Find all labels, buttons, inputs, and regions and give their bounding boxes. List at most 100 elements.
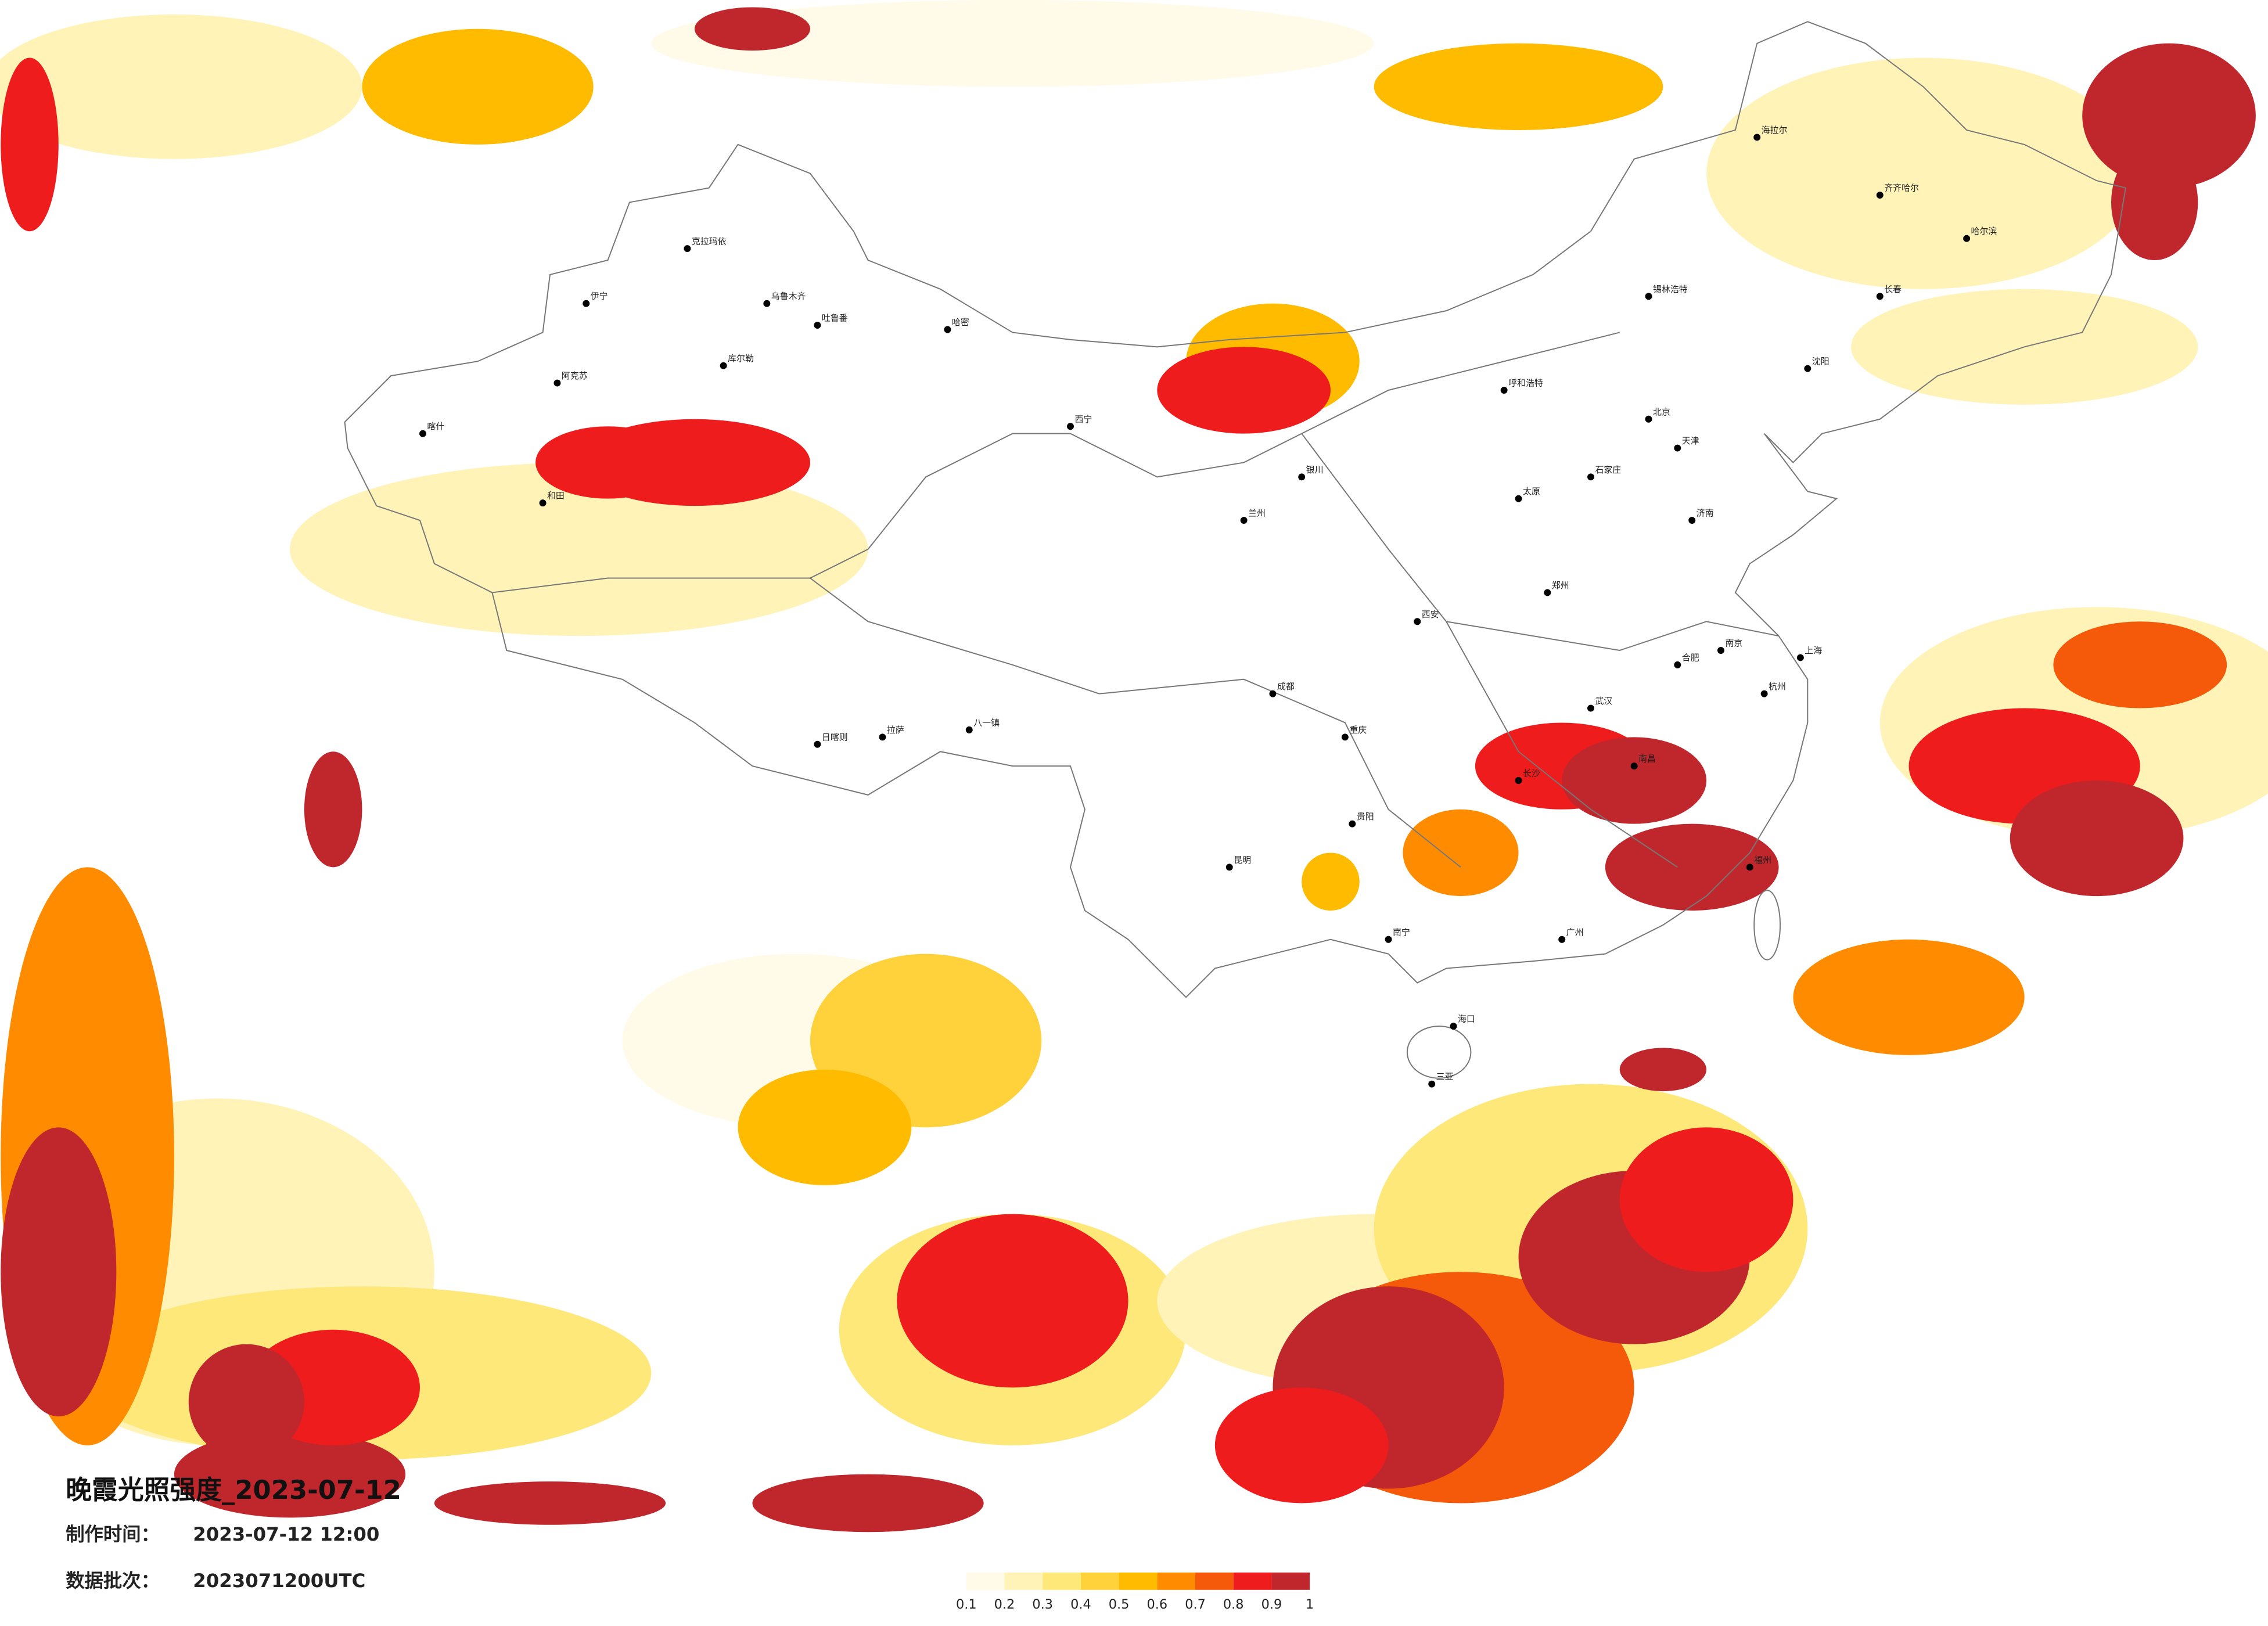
legend-tick-label: 0.3 xyxy=(1032,1597,1053,1612)
legend-swatch xyxy=(1157,1572,1196,1590)
heat-patch xyxy=(1605,823,1779,911)
city-dot xyxy=(1645,415,1652,423)
city-dot xyxy=(583,300,590,307)
batch-label: 数据批次： xyxy=(66,1570,160,1592)
city-label: 合肥 xyxy=(1682,652,1699,663)
city-label: 广州 xyxy=(1566,927,1584,937)
city-label: 昆明 xyxy=(1234,855,1251,865)
city-label: 西宁 xyxy=(1074,414,1092,425)
city-label: 锡林浩特 xyxy=(1653,284,1688,294)
city-label: 成都 xyxy=(1277,681,1295,692)
heat-patch xyxy=(188,1344,304,1460)
city-dot xyxy=(553,379,561,387)
city-dot xyxy=(1341,733,1349,741)
city-label: 重庆 xyxy=(1349,725,1367,735)
city-label: 喀什 xyxy=(427,421,444,431)
legend-swatch xyxy=(966,1572,1005,1590)
city-label: 长春 xyxy=(1884,284,1902,294)
legend: 0.1 0.2 0.3 0.4 0.5 0.6 0.7 0.8 0.9 1 xyxy=(956,1572,1314,1612)
city-label: 齐齐哈尔 xyxy=(1884,183,1919,193)
heat-patch xyxy=(2111,144,2198,260)
city-dot xyxy=(1674,444,1681,452)
city-dot xyxy=(1587,473,1594,481)
legend-tick-label: 0.5 xyxy=(1109,1597,1130,1612)
heat-patch xyxy=(1619,1048,1707,1092)
city-dot xyxy=(539,499,547,507)
legend-swatch xyxy=(1271,1572,1310,1590)
legend-tick-label: 0.1 xyxy=(956,1597,977,1612)
city-label: 石家庄 xyxy=(1595,465,1621,475)
made-time: 2023-07-12 12:00 xyxy=(193,1523,379,1545)
city-dot xyxy=(1876,192,1884,199)
heat-patch xyxy=(2010,780,2184,897)
city-label: 呼和浩特 xyxy=(1508,378,1543,388)
city-dot xyxy=(1558,936,1566,943)
city-label: 郑州 xyxy=(1552,580,1569,591)
city-dot xyxy=(1515,495,1522,502)
heat-patch xyxy=(1157,347,1331,434)
city-label: 海拉尔 xyxy=(1762,125,1788,135)
city-dot xyxy=(814,740,821,748)
heat-patch xyxy=(1619,1127,1793,1272)
city-dot xyxy=(1746,864,1753,871)
heat-patch xyxy=(738,1069,912,1185)
heat-patch xyxy=(1403,809,1519,897)
city-label: 南京 xyxy=(1725,638,1742,649)
heat-patch xyxy=(1562,737,1707,824)
city-dot xyxy=(814,322,821,329)
made-time-label: 制作时间： xyxy=(66,1523,160,1545)
city-label: 哈尔滨 xyxy=(1971,226,1997,236)
heat-patch xyxy=(752,1474,984,1533)
heat-patch xyxy=(651,0,1374,87)
city-dot xyxy=(419,430,426,437)
legend-swatch xyxy=(1233,1572,1272,1590)
heat-patch xyxy=(694,7,810,51)
city-dot xyxy=(1645,293,1652,300)
city-label: 沈阳 xyxy=(1812,356,1830,366)
city-dot xyxy=(1385,936,1392,943)
heat-patch xyxy=(2082,43,2256,188)
city-label: 库尔勒 xyxy=(728,353,754,364)
heat-patch xyxy=(0,14,362,159)
city-label: 杭州 xyxy=(1769,681,1786,692)
city-label: 吐鲁番 xyxy=(822,313,848,323)
legend-tick-label: 0.6 xyxy=(1147,1597,1168,1612)
city-label: 伊宁 xyxy=(591,291,608,301)
city-label: 八一镇 xyxy=(973,717,1000,728)
batch: 2023071200UTC xyxy=(193,1570,365,1592)
city-dot xyxy=(965,726,973,733)
legend-swatch xyxy=(1043,1572,1081,1590)
city-label: 南昌 xyxy=(1638,754,1656,764)
city-dot xyxy=(1349,820,1356,828)
border xyxy=(344,21,2127,998)
city-dot xyxy=(1963,235,1971,242)
city-dot xyxy=(684,245,691,253)
heat-patch xyxy=(362,28,594,145)
legend-tick-label: 0.4 xyxy=(1070,1597,1091,1612)
taiwan xyxy=(1753,890,1781,961)
heat-patch xyxy=(1793,939,2025,1055)
heat-patch xyxy=(1302,852,1360,911)
city-label: 上海 xyxy=(1805,645,1822,656)
city-label: 克拉玛依 xyxy=(692,236,727,247)
city-label: 阿克苏 xyxy=(562,370,588,381)
legend-tick-label: 1 xyxy=(1306,1597,1314,1612)
legend-tick-label: 0.8 xyxy=(1223,1597,1244,1612)
city-dot xyxy=(1067,423,1074,430)
city-dot xyxy=(1269,690,1277,697)
city-label: 南宁 xyxy=(1393,927,1410,937)
city-label: 日喀则 xyxy=(822,732,848,742)
city-dot xyxy=(1240,517,1248,524)
city-label: 哈密 xyxy=(952,317,969,328)
heat-patch xyxy=(1,57,59,232)
city-dot xyxy=(879,733,886,741)
city-dot xyxy=(1500,387,1508,394)
city-label: 福州 xyxy=(1754,855,1771,865)
city-label: 和田 xyxy=(547,491,565,501)
legend-swatch xyxy=(1195,1572,1234,1590)
city-label: 北京 xyxy=(1653,406,1670,417)
city-label: 海口 xyxy=(1458,1014,1475,1024)
heat-patch xyxy=(434,1481,666,1525)
